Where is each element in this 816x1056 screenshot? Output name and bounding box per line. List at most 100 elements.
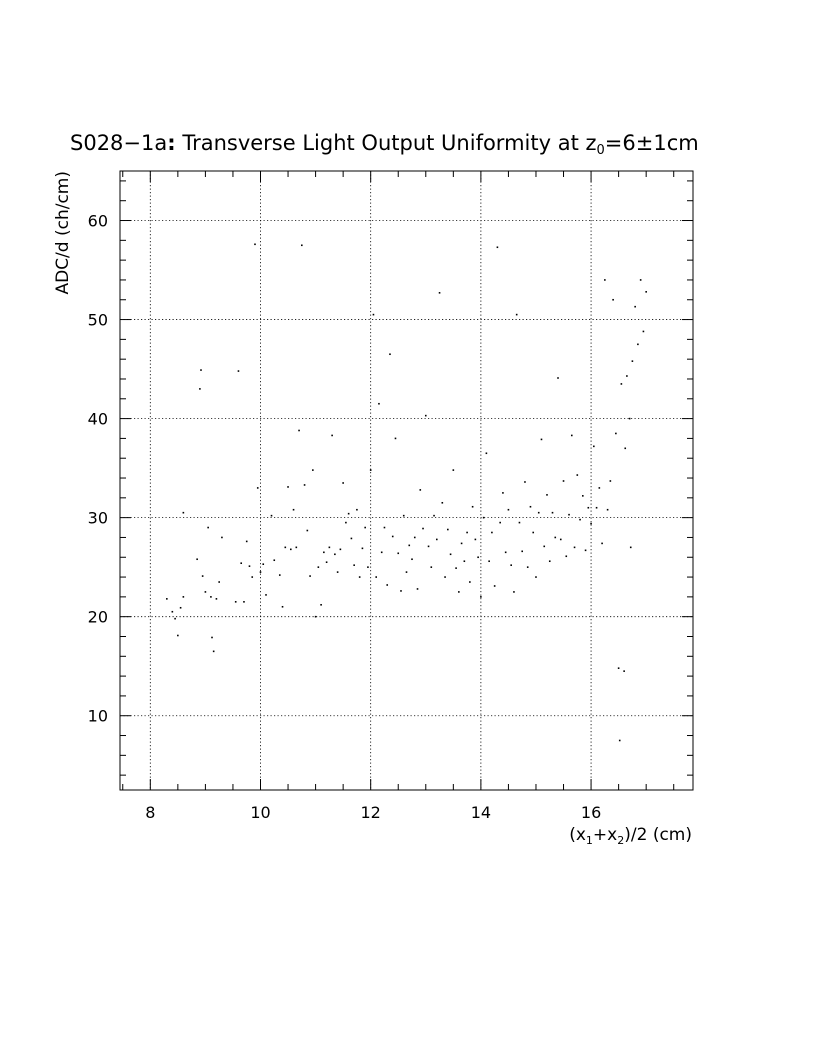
y-axis-label: ADC/d (ch/cm) <box>53 171 73 295</box>
data-point <box>369 469 372 471</box>
data-point <box>303 484 306 486</box>
data-point <box>441 501 444 504</box>
data-point <box>438 292 441 294</box>
data-point <box>345 521 347 524</box>
data-point <box>529 505 532 508</box>
chart-title: S028−1a: Transverse Light Output Uniform… <box>70 131 699 158</box>
data-point <box>174 617 176 620</box>
data-point <box>314 615 317 618</box>
x-axis-label-sub2: 2 <box>617 834 624 847</box>
data-point <box>568 513 570 516</box>
data-point <box>317 566 320 568</box>
scatter-points <box>166 243 647 742</box>
data-point <box>389 353 391 356</box>
data-point <box>628 417 631 420</box>
data-point <box>477 556 479 559</box>
data-point <box>482 516 485 519</box>
data-point <box>391 535 394 538</box>
data-point <box>485 452 488 455</box>
data-point <box>265 594 267 596</box>
data-point <box>251 576 254 578</box>
data-point <box>201 575 204 577</box>
data-point <box>491 531 493 534</box>
data-point <box>433 514 435 517</box>
data-point <box>496 246 499 249</box>
x-axis-label-a: (x <box>569 825 586 845</box>
data-point <box>309 575 311 577</box>
data-point <box>626 375 628 377</box>
data-point <box>424 414 427 417</box>
data-point <box>598 487 601 489</box>
chart-title-subscript: 0 <box>597 143 605 158</box>
data-point <box>182 511 185 514</box>
data-point <box>295 546 298 549</box>
data-point <box>323 551 325 554</box>
data-point <box>562 480 565 482</box>
data-point <box>510 564 512 566</box>
data-point <box>609 480 612 482</box>
data-point <box>504 551 507 554</box>
data-point <box>449 553 452 556</box>
data-point <box>196 558 198 561</box>
data-point <box>339 548 342 551</box>
data-point <box>615 432 617 435</box>
data-point <box>427 545 430 548</box>
data-point <box>507 508 510 511</box>
grid-lines <box>120 171 693 790</box>
x-axis-label-sub1: 1 <box>586 834 593 847</box>
data-point <box>284 546 287 549</box>
data-point <box>639 279 642 281</box>
data-point <box>312 469 314 471</box>
data-point <box>416 588 419 590</box>
data-point <box>521 550 524 553</box>
data-point <box>400 590 402 592</box>
data-point <box>513 591 515 593</box>
data-point <box>546 494 548 496</box>
data-point <box>601 542 603 545</box>
data-point <box>256 487 259 489</box>
data-point <box>210 596 212 598</box>
chart-title-colon: : <box>167 131 175 155</box>
data-point <box>353 564 355 566</box>
data-point <box>328 546 331 549</box>
tick-labels: 8 10 12 14 16 10 20 30 40 50 60 <box>88 212 602 822</box>
data-point <box>460 542 463 545</box>
data-point <box>557 377 559 379</box>
data-point <box>199 388 201 390</box>
data-point <box>375 576 377 578</box>
data-point <box>480 596 482 598</box>
data-point <box>493 585 496 587</box>
data-point <box>570 434 573 437</box>
data-point <box>298 429 300 432</box>
data-point <box>331 434 333 437</box>
data-point <box>383 526 386 529</box>
data-point <box>524 481 526 483</box>
data-point <box>645 291 647 293</box>
data-point <box>471 505 474 508</box>
data-point <box>559 538 562 541</box>
data-point <box>422 527 424 530</box>
data-point <box>237 370 240 372</box>
data-point <box>526 566 529 568</box>
data-point <box>204 591 207 593</box>
data-point <box>455 567 457 569</box>
data-point <box>325 561 328 564</box>
y-tick-label: 60 <box>88 212 108 231</box>
data-point <box>540 438 543 441</box>
y-tick-label: 10 <box>88 707 108 726</box>
data-point <box>593 445 595 448</box>
data-point <box>254 243 256 246</box>
data-point <box>278 574 281 576</box>
x-axis-label-b: +x <box>593 825 617 845</box>
data-point <box>408 544 411 547</box>
data-point <box>488 560 490 563</box>
data-point <box>606 508 609 511</box>
data-point <box>637 343 639 346</box>
data-point <box>179 606 182 609</box>
data-point <box>466 531 468 534</box>
data-point <box>211 636 213 639</box>
data-point <box>612 298 614 301</box>
data-point <box>444 576 446 578</box>
data-point <box>515 313 518 316</box>
data-point <box>430 566 433 568</box>
